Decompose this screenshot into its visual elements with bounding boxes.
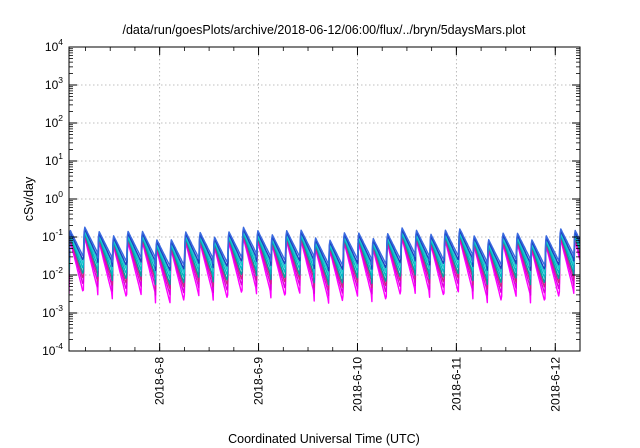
series-line xyxy=(69,234,580,290)
y-tick-label: 100 xyxy=(45,189,63,206)
series-line xyxy=(69,231,580,280)
series-line xyxy=(69,230,580,276)
chart-title: /data/run/goesPlots/archive/2018-06-12/0… xyxy=(122,23,526,37)
series-line xyxy=(69,235,580,296)
x-axis: 2018-6-8 2018-6-9 2018-6-10 2018-6-11 2018-6… xyxy=(85,47,581,412)
y-tick-label: 101 xyxy=(45,151,63,168)
plot-area xyxy=(69,226,580,304)
y-tick-label: 103 xyxy=(45,75,63,92)
y-tick-label: 10-4 xyxy=(42,341,63,358)
x-tick-label: 2018-6-10 xyxy=(350,357,364,412)
y-tick-label: 102 xyxy=(45,113,63,130)
series-line xyxy=(69,237,580,304)
y-tick-label: 10-3 xyxy=(42,303,63,320)
y-tick-label: 10-2 xyxy=(42,265,63,282)
x-tick-label: 2018-6-12 xyxy=(548,357,562,412)
y-axis-title: cSv/day xyxy=(22,176,36,221)
series-line xyxy=(69,226,580,268)
y-tick-label: 104 xyxy=(45,37,63,54)
y-tick-label: 10-1 xyxy=(42,227,63,244)
x-tick-label: 2018-6-9 xyxy=(252,357,266,405)
x-tick-label: 2018-6-8 xyxy=(153,357,167,405)
series-line xyxy=(69,232,580,286)
series-line xyxy=(69,228,580,272)
y-axis: 104 103 102 101 100 10-1 10-2 10-3 10-4 xyxy=(42,37,580,358)
x-axis-title: Coordinated Universal Time (UTC) xyxy=(228,432,420,446)
x-tick-label: 2018-6-11 xyxy=(449,357,463,411)
grid-lines xyxy=(69,47,580,351)
